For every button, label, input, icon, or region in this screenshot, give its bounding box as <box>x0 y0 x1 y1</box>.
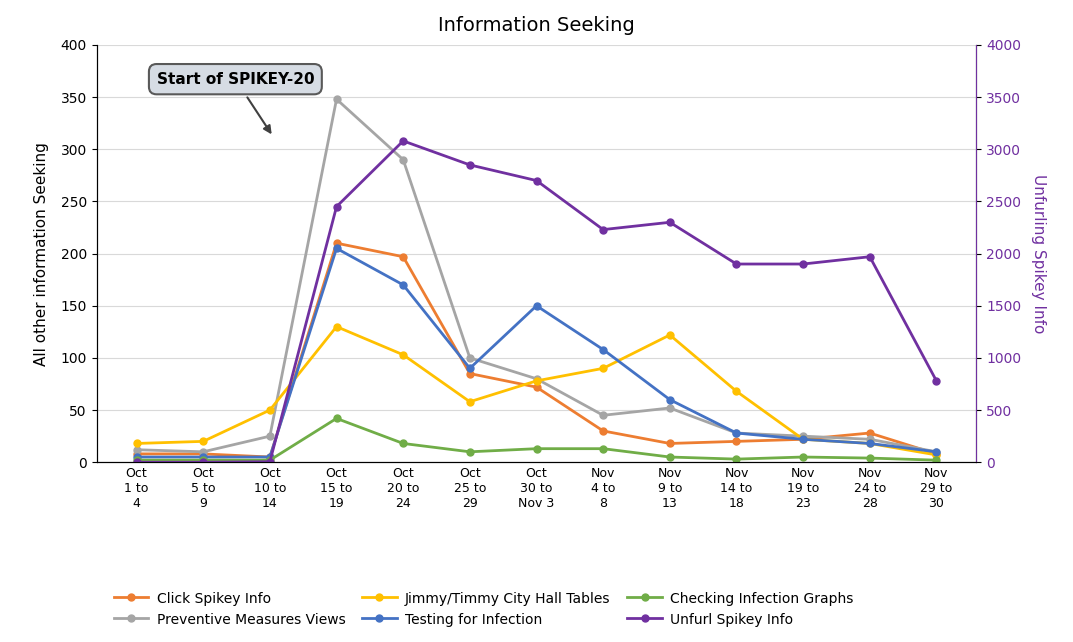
Unfurl Spikey Info <box>663 218 676 226</box>
Jimmy/Timmy City Hall Tables <box>196 438 209 446</box>
Checking Infection Graphs <box>730 455 743 463</box>
Testing for Infection <box>464 365 476 372</box>
Unfurl Spikey Info <box>264 458 277 465</box>
Line: Testing for Infection: Testing for Infection <box>133 245 940 460</box>
Jimmy/Timmy City Hall Tables <box>264 406 277 414</box>
Checking Infection Graphs <box>196 456 209 464</box>
Testing for Infection <box>796 435 809 443</box>
Preventive Measures Views <box>663 404 676 412</box>
Legend: Click Spikey Info, Preventive Measures Views, Jimmy/Timmy City Hall Tables, Test: Click Spikey Info, Preventive Measures V… <box>108 586 859 632</box>
Jimmy/Timmy City Hall Tables <box>864 440 877 447</box>
Testing for Infection <box>397 281 410 289</box>
Click Spikey Info <box>330 239 343 247</box>
Jimmy/Timmy City Hall Tables <box>663 331 676 339</box>
Checking Infection Graphs <box>930 456 943 464</box>
Click Spikey Info <box>530 383 543 391</box>
Preventive Measures Views <box>397 156 410 164</box>
Line: Click Spikey Info: Click Spikey Info <box>133 239 940 460</box>
Testing for Infection <box>730 429 743 437</box>
Preventive Measures Views <box>130 446 143 453</box>
Preventive Measures Views <box>530 375 543 383</box>
Jimmy/Timmy City Hall Tables <box>597 365 609 372</box>
Click Spikey Info <box>397 253 410 261</box>
Preventive Measures Views <box>464 354 476 361</box>
Testing for Infection <box>663 395 676 404</box>
Preventive Measures Views <box>597 412 609 419</box>
Preventive Measures Views <box>930 448 943 456</box>
Checking Infection Graphs <box>464 448 476 456</box>
Preventive Measures Views <box>196 448 209 456</box>
Checking Infection Graphs <box>130 456 143 464</box>
Unfurl Spikey Info <box>796 260 809 268</box>
Text: Start of SPIKEY-20: Start of SPIKEY-20 <box>157 72 314 132</box>
Checking Infection Graphs <box>663 453 676 461</box>
Testing for Infection <box>330 245 343 252</box>
Line: Preventive Measures Views: Preventive Measures Views <box>133 96 940 455</box>
Line: Checking Infection Graphs: Checking Infection Graphs <box>133 415 940 464</box>
Unfurl Spikey Info <box>464 161 476 169</box>
Click Spikey Info <box>130 450 143 458</box>
Click Spikey Info <box>930 450 943 458</box>
Unfurl Spikey Info <box>930 377 943 385</box>
Preventive Measures Views <box>330 95 343 103</box>
Unfurl Spikey Info <box>730 260 743 268</box>
Y-axis label: Unfurling Spikey Info: Unfurling Spikey Info <box>1031 174 1046 333</box>
Testing for Infection <box>264 453 277 461</box>
Click Spikey Info <box>796 435 809 443</box>
Preventive Measures Views <box>730 429 743 437</box>
Jimmy/Timmy City Hall Tables <box>930 451 943 459</box>
Checking Infection Graphs <box>330 415 343 422</box>
Jimmy/Timmy City Hall Tables <box>796 435 809 443</box>
Checking Infection Graphs <box>796 453 809 461</box>
Testing for Infection <box>864 440 877 447</box>
Preventive Measures Views <box>864 435 877 443</box>
Click Spikey Info <box>464 370 476 377</box>
Checking Infection Graphs <box>530 445 543 453</box>
Testing for Infection <box>196 453 209 461</box>
Jimmy/Timmy City Hall Tables <box>397 351 410 359</box>
Unfurl Spikey Info <box>330 203 343 211</box>
Y-axis label: All other information Seeking: All other information Seeking <box>34 142 49 365</box>
Click Spikey Info <box>864 429 877 437</box>
Unfurl Spikey Info <box>130 458 143 466</box>
Preventive Measures Views <box>264 432 277 440</box>
Jimmy/Timmy City Hall Tables <box>330 323 343 331</box>
Unfurl Spikey Info <box>597 226 609 234</box>
Unfurl Spikey Info <box>196 458 209 466</box>
Checking Infection Graphs <box>597 445 609 453</box>
Click Spikey Info <box>264 453 277 461</box>
Click Spikey Info <box>663 440 676 447</box>
Checking Infection Graphs <box>864 455 877 462</box>
Checking Infection Graphs <box>397 440 410 447</box>
Testing for Infection <box>597 345 609 353</box>
Unfurl Spikey Info <box>397 137 410 144</box>
Click Spikey Info <box>597 427 609 435</box>
Click Spikey Info <box>730 438 743 446</box>
Jimmy/Timmy City Hall Tables <box>130 440 143 447</box>
Title: Information Seeking: Information Seeking <box>438 16 635 35</box>
Testing for Infection <box>530 302 543 309</box>
Unfurl Spikey Info <box>530 177 543 184</box>
Testing for Infection <box>930 448 943 456</box>
Testing for Infection <box>130 453 143 461</box>
Line: Unfurl Spikey Info: Unfurl Spikey Info <box>133 137 940 465</box>
Click Spikey Info <box>196 450 209 458</box>
Preventive Measures Views <box>796 432 809 440</box>
Line: Jimmy/Timmy City Hall Tables: Jimmy/Timmy City Hall Tables <box>133 323 940 458</box>
Unfurl Spikey Info <box>864 253 877 261</box>
Checking Infection Graphs <box>264 456 277 464</box>
Jimmy/Timmy City Hall Tables <box>730 387 743 395</box>
Jimmy/Timmy City Hall Tables <box>530 377 543 385</box>
Jimmy/Timmy City Hall Tables <box>464 398 476 406</box>
